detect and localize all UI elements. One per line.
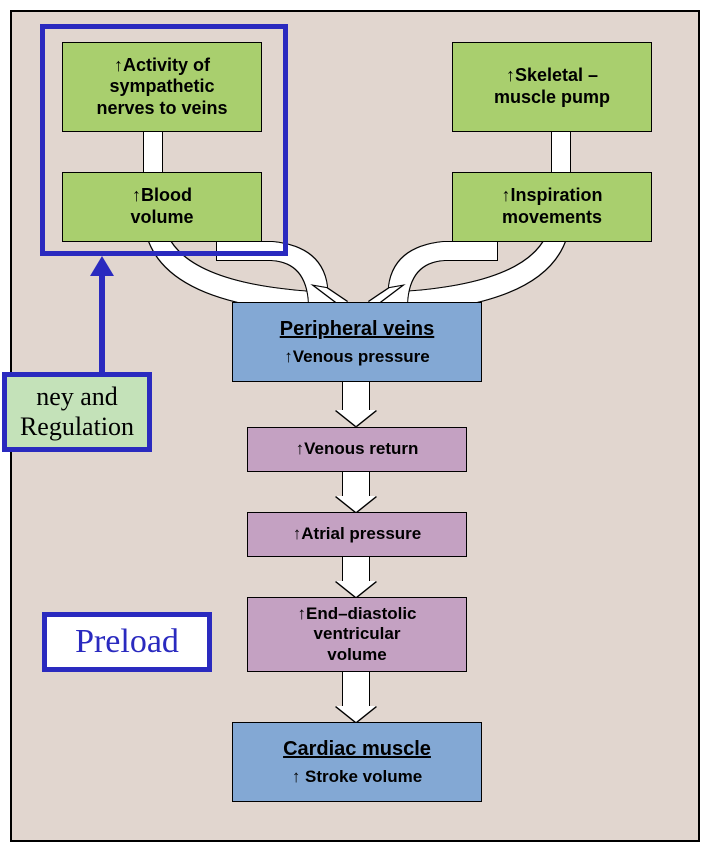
line: ↑End–diastolic [297,604,416,624]
box-atrial-pressure: ↑Atrial pressure [247,512,467,557]
up-arrow-icon: ↑ [296,439,305,458]
up-arrow-icon: ↑ [292,767,301,786]
box-end-diastolic-volume: ↑End–diastolic ventricular volume [247,597,467,672]
arrow-down-icon [342,672,370,706]
box-subtext: ↑Venous pressure [284,347,430,367]
highlight-kidney-regulation [40,24,288,256]
annotation-kidney-regulation: ney and Regulation [2,372,152,452]
box-peripheral-veins: Peripheral veins ↑Venous pressure [232,302,482,382]
box-cardiac-muscle: Cardiac muscle ↑ Stroke volume [232,722,482,802]
up-arrow-icon: ↑ [506,65,515,85]
box-skeletal-muscle-pump: ↑Skeletal – muscle pump [452,42,652,132]
box-title: Peripheral veins [280,317,435,341]
line: volume [327,645,387,665]
line: ↑Inspiration [501,185,602,207]
up-arrow-icon: ↑ [501,185,510,205]
line: ↑Venous return [296,439,419,459]
arrow-down-icon [342,472,370,496]
line: ↑Skeletal – [506,65,598,87]
line: movements [502,207,602,229]
line: ↑Atrial pressure [293,524,422,544]
box-inspiration-movements: ↑Inspiration movements [452,172,652,242]
diagram-canvas: ↑Activity of sympathetic nerves to veins… [10,10,700,842]
up-arrow-icon: ↑ [293,524,302,543]
annotation-preload: Preload [42,612,212,672]
arrow-down-icon [342,557,370,581]
up-arrow-icon: ↑ [284,347,293,366]
box-venous-return: ↑Venous return [247,427,467,472]
line: Regulation [20,412,134,442]
annotation-text: Preload [75,623,179,661]
arrow-down-icon [342,382,370,410]
line: ventricular [314,624,401,644]
box-title: Cardiac muscle [283,737,431,761]
up-arrow-icon: ↑ [297,604,306,623]
line: ney and [36,382,118,412]
box-subtext: ↑ Stroke volume [292,767,422,787]
line: muscle pump [494,87,610,109]
